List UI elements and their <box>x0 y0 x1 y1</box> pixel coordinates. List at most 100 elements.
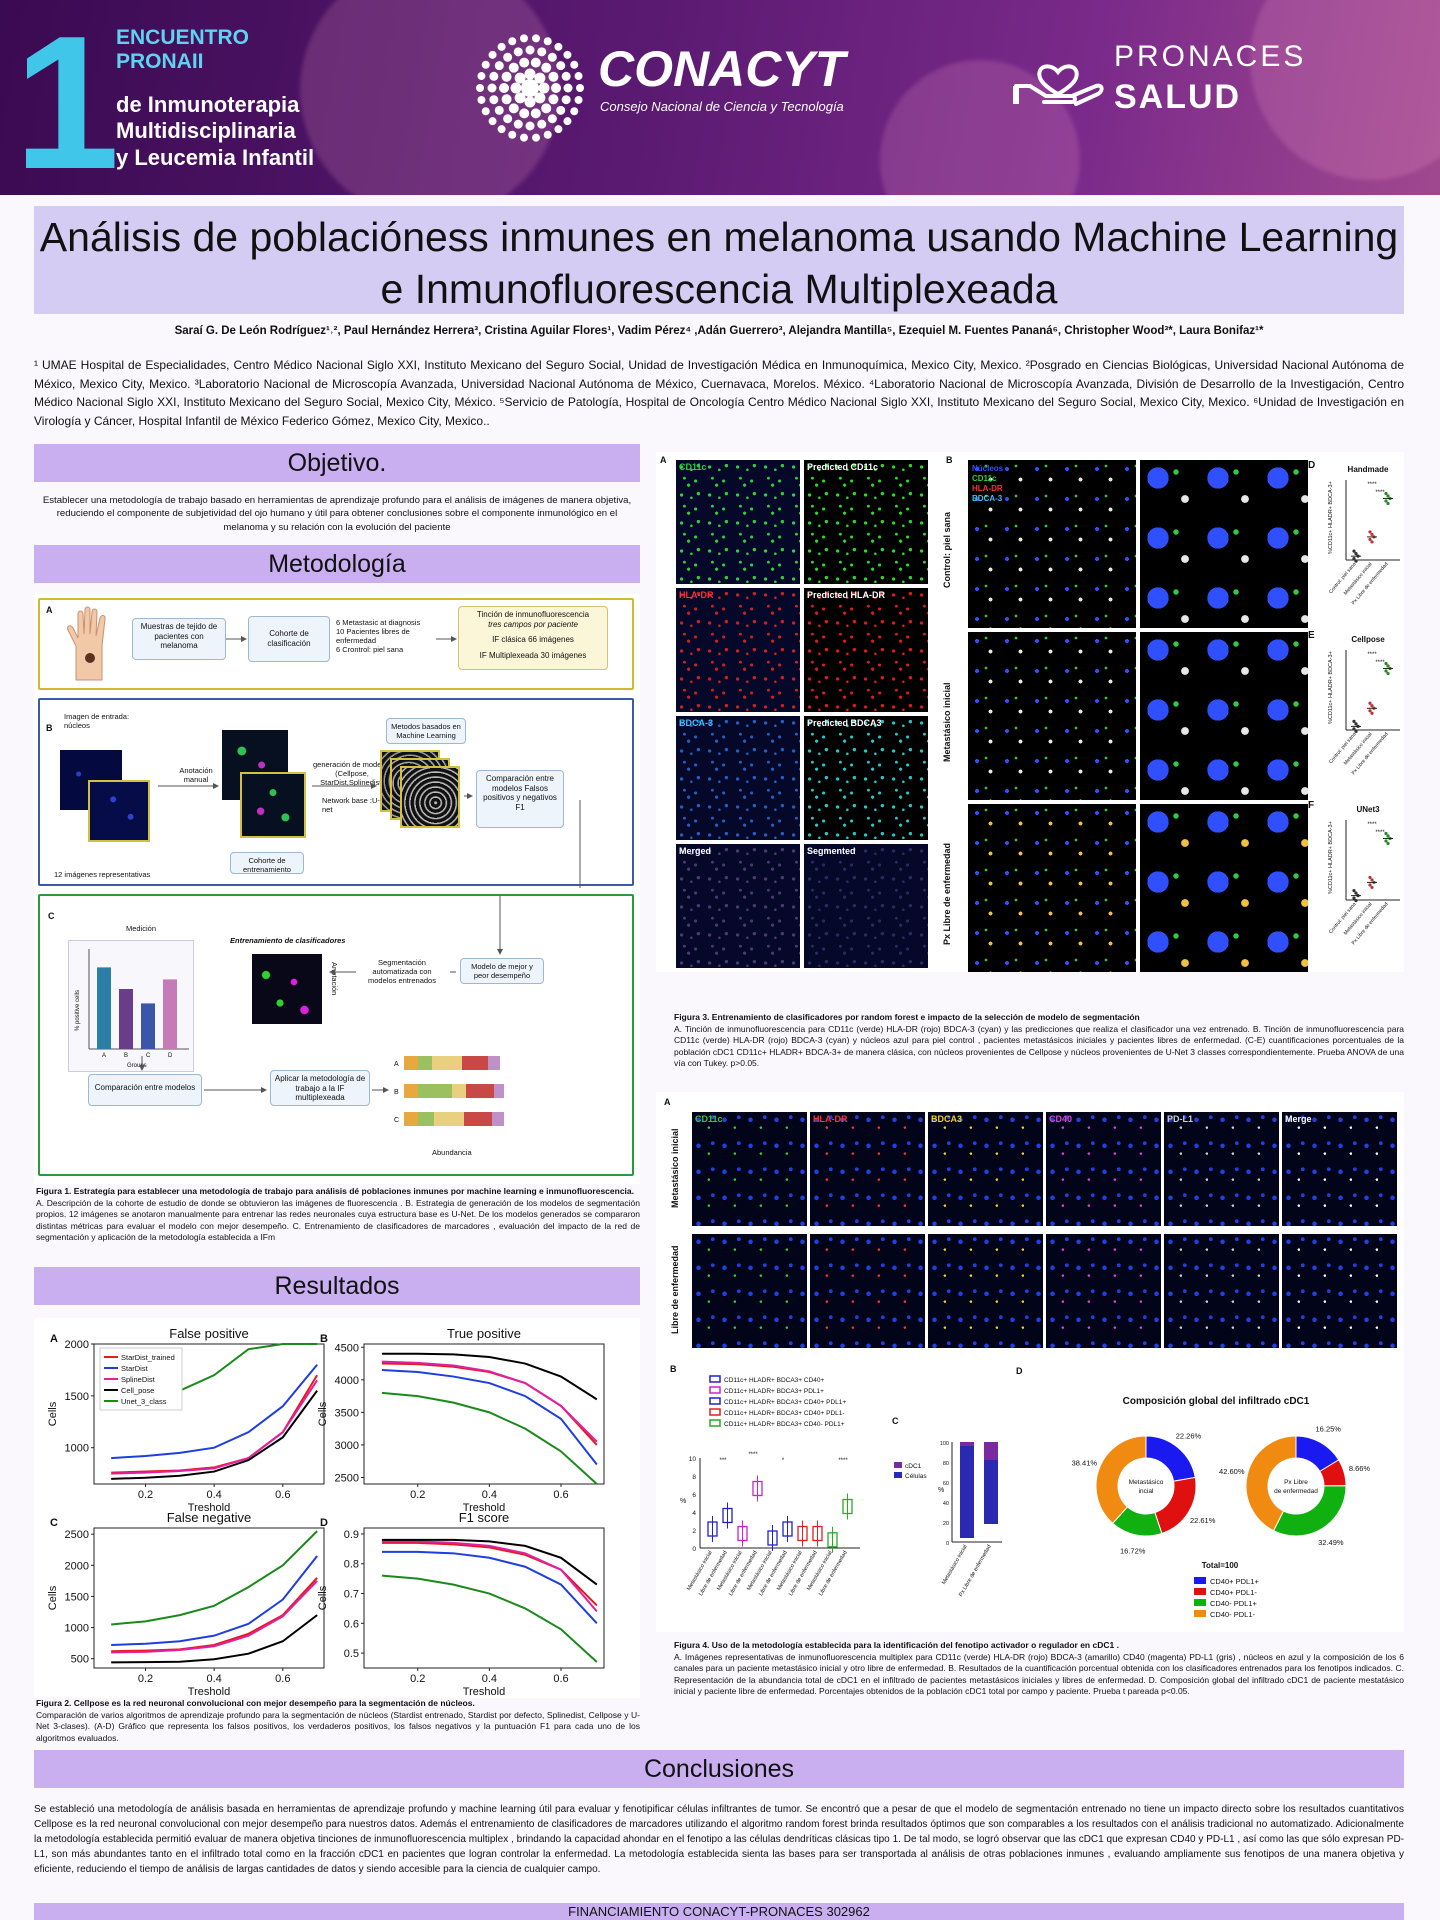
y-tick-label: 0.6 <box>344 1618 359 1630</box>
x-axis-label: Treshold <box>188 1686 230 1698</box>
legend-swatch <box>1194 1577 1206 1584</box>
fig4a-tile: PD-L1 <box>1164 1112 1279 1226</box>
panel-letter: B <box>320 1333 328 1345</box>
legend-swatch <box>1194 1599 1206 1606</box>
logo-dot <box>508 130 517 139</box>
dot-plot-title: Handmade <box>1348 465 1389 474</box>
data-point <box>1384 491 1388 496</box>
fig4a-tile <box>810 1234 925 1348</box>
series-line-Cell_pose <box>111 1614 318 1664</box>
slice-label: 16.72% <box>1120 1547 1146 1556</box>
channel-label: BDCA3 <box>931 1114 963 1124</box>
series-line-StarDist <box>111 1364 318 1460</box>
stack-segment <box>466 1084 494 1098</box>
stack-segment <box>418 1056 432 1070</box>
logo-dot <box>541 103 552 114</box>
fig1c-arrows <box>139 896 503 1093</box>
nuclei-image <box>88 780 150 842</box>
data-point <box>1384 661 1388 666</box>
logo-dot <box>554 42 563 51</box>
legend-swatch <box>709 1386 721 1394</box>
logo-dot <box>508 37 517 46</box>
fig1-caption-body: A. Descripción de la cohorte de estudio … <box>36 1197 640 1243</box>
y-tick-label: 2000 <box>65 1339 89 1351</box>
data-point <box>1370 711 1374 715</box>
author-list: Saraí G. De León Rodríguez¹˒², Paul Hern… <box>174 325 1264 337</box>
logo-dot <box>538 82 550 94</box>
poster-title-line2: e Inmunofluorescencia Multiplexeada <box>380 265 1058 312</box>
chart-title: False positive <box>169 1326 248 1341</box>
logo-dot <box>561 71 571 81</box>
panel-label: A <box>664 1097 671 1107</box>
fig3-caption-title: Figura 3. Entrenamiento de clasificadore… <box>674 1012 1140 1022</box>
logo-dot <box>551 83 561 93</box>
fig4a-tile <box>928 1234 1043 1348</box>
x-axis-label: Groups <box>127 1063 147 1069</box>
logo-dot <box>487 83 497 93</box>
fig3a-tile: BDCA-3 <box>676 716 800 840</box>
data-point <box>1386 494 1390 498</box>
logo-dot <box>537 47 547 57</box>
logo-dot <box>556 105 566 115</box>
panel-letter: B <box>670 1364 677 1374</box>
fig1-panel-a: A Muestras de tejido de pacientes con me… <box>38 598 634 690</box>
legend-swatch <box>709 1375 721 1383</box>
logo-dot <box>489 95 499 105</box>
fig3a-tile: Predicted HLA-DR <box>804 588 928 712</box>
plot-frame <box>93 1343 325 1485</box>
stack-segment <box>452 1084 466 1098</box>
dot-plot-D: D Handmade %CD11c+ HLADR+ BDCA-3+ Control: … <box>1308 460 1400 606</box>
section-conclusiones: Conclusiones <box>34 1750 1404 1788</box>
bar-cdc1 <box>960 1442 974 1446</box>
poster-title-line1: Análisis de poblacióness inmunes en mela… <box>39 214 1399 260</box>
panel-letter: E <box>1308 630 1315 641</box>
fig1b-input-label: Imagen de entrada: núcleos <box>64 712 130 730</box>
slice-label: 22.61% <box>1190 1516 1216 1525</box>
data-point <box>1386 834 1390 838</box>
fig3b-image-grid: Control: piel sana Núcleos CD11c HLA-DR BDCA… <box>942 460 1332 978</box>
dot-plot-title: Cellpose <box>1351 635 1385 644</box>
y-axis-label: Cells <box>47 1585 59 1610</box>
event-line2: PRONAII <box>116 49 204 73</box>
y-tick-label: 2000 <box>65 1560 89 1572</box>
fig1b-annot-label: Anotación manual <box>179 766 213 784</box>
bar-cells <box>984 1442 998 1524</box>
dot-plot-title: UNet3 <box>1356 805 1380 814</box>
section-metodologia: Metodología <box>34 545 640 583</box>
legend-label: CD11c+ HLADR+ BDCA3+ CD40- PDL1+ <box>724 1421 845 1428</box>
fig1b-arrows <box>158 783 581 888</box>
logo-dot <box>513 47 523 57</box>
chart-title: F1 score <box>459 1510 510 1525</box>
stack-row-label: C <box>394 1117 399 1124</box>
pronaces-wordmark: PRONACES <box>1114 40 1307 73</box>
fig1-box-tincion: Tinción de inmunofluorescencia tres camp… <box>458 606 608 670</box>
logo-dot <box>524 96 536 108</box>
channel-label: CD11c <box>695 1114 723 1124</box>
y-axis-label: %CD11c+ HLADR+ BDCA-3+ <box>1328 481 1334 554</box>
fig2-caption-body: Comparación de varios algoritmos de apre… <box>36 1709 640 1743</box>
logo-dot <box>519 133 528 142</box>
header-banner: 1 ENCUENTRO PRONAII de Inmunoterapia Mul… <box>0 0 1440 195</box>
event-line1: ENCUENTRO <box>116 26 250 49</box>
y-tick-label: 20 <box>943 1521 949 1527</box>
logo-dot <box>525 45 535 55</box>
data-point <box>1384 499 1388 503</box>
logo-dot <box>488 50 497 59</box>
section-objetivo: Objetivo. <box>34 444 640 482</box>
data-point <box>1386 671 1390 676</box>
y-tick-label: 1000 <box>65 1623 89 1635</box>
panel-letter: D <box>320 1517 328 1529</box>
fig2-caption: Figura 2. Cellpose es la red neuronal co… <box>36 1698 640 1744</box>
data-point <box>1386 664 1390 668</box>
significance: **** <box>1367 652 1377 658</box>
y-tick-label: 3000 <box>335 1440 359 1452</box>
chart-title: Composición global del infiltrado cDC1 <box>1123 1396 1310 1407</box>
fig3a-tile: Predicted CD11c <box>804 460 928 584</box>
fig1-panel-b: B Imagen de entrada: núcleos 12 imágenes… <box>38 698 634 888</box>
donut-center-label: de enfermedad <box>1274 1488 1318 1495</box>
logo-dot <box>499 83 509 93</box>
significance: **** <box>1375 660 1385 666</box>
logo-dot <box>519 108 530 119</box>
significance: **** <box>1375 830 1385 836</box>
